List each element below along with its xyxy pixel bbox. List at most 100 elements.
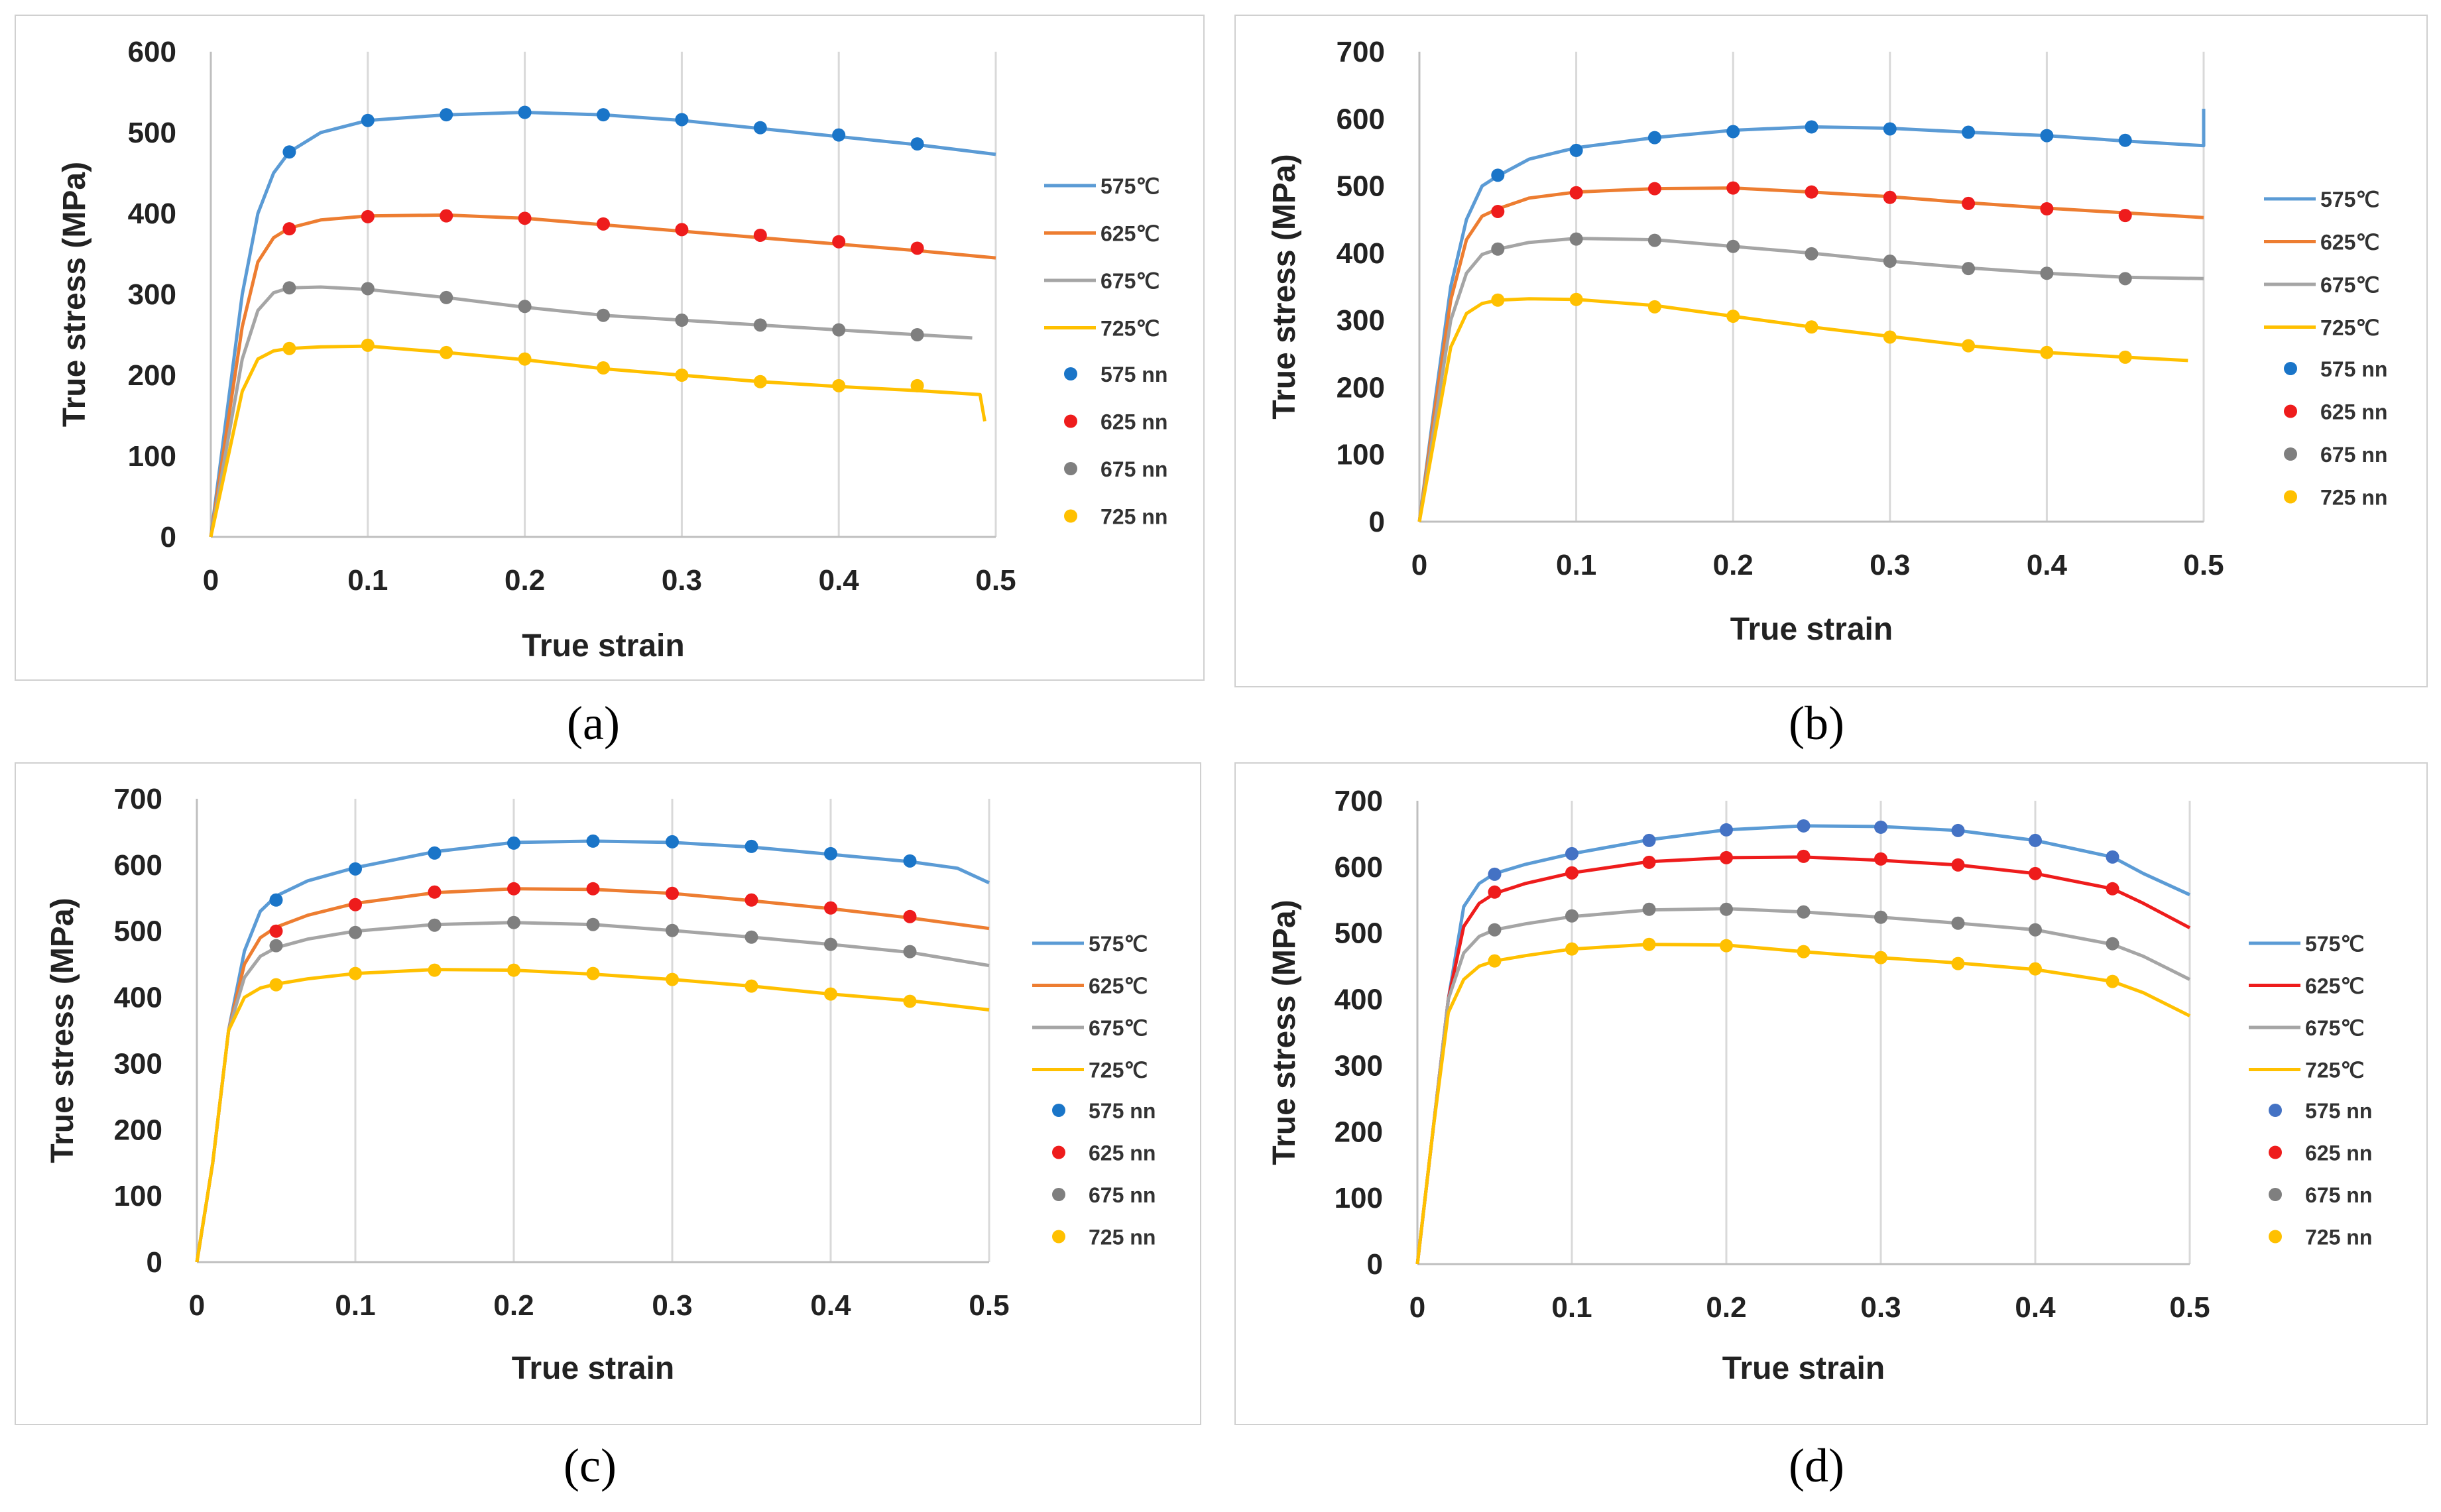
data-point-725-nn — [910, 378, 924, 392]
legend-label: 725 nn — [2305, 1226, 2372, 1250]
data-point-625-nn — [349, 898, 362, 911]
data-point-575-nn — [1726, 125, 1740, 139]
series-line-625 — [1417, 186, 2204, 522]
x-tick-label: 0.4 — [2027, 549, 2068, 581]
data-point-725-nn — [753, 375, 767, 388]
data-point-675-nn — [428, 918, 442, 932]
data-point-575-nn — [744, 839, 758, 853]
data-point-675-nn — [1962, 262, 1976, 276]
x-tick-label: 0.4 — [819, 564, 860, 597]
data-point-725-nn — [1797, 945, 1811, 959]
legend-swatch-dot — [2284, 490, 2297, 504]
series-line-675 — [1417, 237, 2204, 522]
series-line-675 — [1415, 907, 2191, 1265]
y-tick-label: 700 — [1337, 36, 1385, 68]
legend-swatch-dot — [2284, 447, 2297, 461]
data-point-625-nn — [440, 209, 453, 223]
y-tick-label: 200 — [128, 359, 176, 392]
x-tick-label: 0.4 — [2015, 1291, 2056, 1324]
data-point-675-nn — [507, 915, 520, 929]
data-point-625-nn — [2040, 202, 2054, 216]
data-point-625-nn — [1642, 855, 1656, 869]
data-point-725-nn — [1491, 293, 1505, 307]
legend-label: 625℃ — [2305, 974, 2364, 998]
data-point-675-nn — [1642, 902, 1656, 916]
data-point-675-nn — [518, 300, 532, 314]
data-point-675-nn — [1805, 247, 1818, 261]
data-point-625-nn — [744, 893, 758, 907]
data-point-675-nn — [2040, 266, 2054, 280]
y-tick-label: 300 — [128, 278, 176, 311]
chart-frame-d — [1234, 762, 2428, 1425]
y-tick-label: 0 — [160, 521, 176, 553]
legend-swatch-dot — [2269, 1104, 2282, 1117]
y-tick-label: 700 — [114, 783, 162, 815]
data-point-575-nn — [753, 121, 767, 135]
data-point-575-nn — [1565, 846, 1578, 860]
data-point-575-nn — [1720, 823, 1733, 837]
data-point-675-nn — [2106, 937, 2119, 951]
legend-label: 625℃ — [2320, 231, 2379, 255]
data-point-575-nn — [903, 854, 917, 868]
data-point-675-nn — [586, 917, 600, 931]
y-tick-label: 400 — [114, 982, 162, 1014]
data-point-575-nn — [361, 113, 375, 127]
legend-swatch-dot — [1064, 414, 1077, 428]
data-point-675-nn — [269, 939, 283, 953]
data-point-675-nn — [1565, 909, 1578, 923]
data-point-725-nn — [1951, 957, 1965, 970]
data-point-675-nn — [1491, 242, 1505, 256]
data-point-675-nn — [597, 308, 610, 322]
legend-swatch-dot — [2284, 362, 2297, 375]
data-point-625-nn — [1726, 181, 1740, 195]
legend-label: 575 nn — [2305, 1099, 2372, 1123]
x-tick-label: 0.1 — [335, 1289, 375, 1322]
data-point-725-nn — [1805, 320, 1818, 334]
data-point-575-nn — [349, 862, 362, 876]
data-point-625-nn — [1565, 866, 1578, 880]
data-point-725-nn — [832, 378, 846, 392]
data-point-625-nn — [1805, 185, 1818, 199]
data-point-575-nn — [2029, 833, 2042, 847]
x-tick-label: 0.5 — [975, 564, 1016, 597]
data-point-725-nn — [2040, 345, 2054, 359]
data-point-575-nn — [675, 113, 689, 127]
y-tick-label: 600 — [1337, 103, 1385, 135]
data-point-725-nn — [1962, 339, 1976, 353]
y-tick-label: 500 — [114, 915, 162, 948]
legend-label: 675 nn — [2305, 1183, 2372, 1207]
series-line-625 — [195, 887, 990, 1263]
data-point-675-nn — [1569, 232, 1583, 246]
legend-label: 725 nn — [2320, 486, 2387, 510]
x-tick-label: 0.2 — [1706, 1291, 1746, 1324]
data-point-675-nn — [349, 925, 362, 939]
series-line-675 — [195, 921, 990, 1263]
y-tick-label: 500 — [128, 117, 176, 149]
data-point-625-nn — [361, 209, 375, 223]
data-point-575-nn — [2106, 850, 2119, 864]
chart-frame-a — [15, 15, 1205, 681]
data-point-725-nn — [597, 361, 610, 375]
x-tick-label: 0.3 — [1860, 1291, 1901, 1324]
y-tick-label: 400 — [1335, 984, 1383, 1016]
legend-label: 575℃ — [1101, 174, 1160, 198]
legend-label: 575℃ — [1089, 932, 1148, 956]
legend-label: 625 nn — [1089, 1141, 1156, 1165]
legend-label: 675 nn — [2320, 443, 2387, 467]
legend-swatch-dot — [2269, 1188, 2282, 1201]
data-point-625-nn — [1488, 885, 1502, 899]
y-tick-label: 200 — [114, 1114, 162, 1146]
x-tick-label: 0.5 — [2169, 1291, 2210, 1324]
data-point-625-nn — [753, 228, 767, 242]
data-point-725-nn — [586, 966, 600, 980]
y-tick-label: 0 — [1369, 506, 1385, 538]
legend-swatch-dot — [1052, 1145, 1065, 1159]
data-point-725-nn — [1642, 937, 1656, 951]
data-point-575-nn — [1647, 131, 1661, 145]
data-point-625-nn — [910, 241, 924, 255]
data-point-675-nn — [1951, 916, 1965, 930]
